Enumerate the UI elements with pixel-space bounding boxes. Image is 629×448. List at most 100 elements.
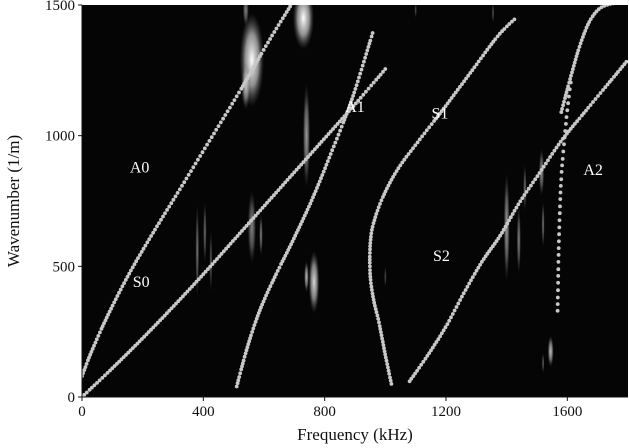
curve-point <box>385 362 390 366</box>
curve-point <box>373 303 377 308</box>
curve-point <box>285 178 290 182</box>
curve-point <box>173 194 178 199</box>
curve-point <box>134 259 139 264</box>
curve-point <box>602 5 607 8</box>
curve-point <box>445 322 450 326</box>
curve-point <box>381 343 386 347</box>
curve-point <box>562 142 566 147</box>
curve-point <box>103 373 107 378</box>
curve-point <box>387 372 392 376</box>
curve-point <box>443 325 448 330</box>
curve-point <box>591 100 595 104</box>
curve-point <box>573 121 577 126</box>
curve-point <box>370 228 374 232</box>
curve-point <box>192 282 197 286</box>
curve-point <box>342 117 347 122</box>
curve-point <box>380 339 385 344</box>
curve-point <box>579 38 584 42</box>
curve-point <box>372 218 377 223</box>
curve-point <box>94 337 99 342</box>
curve-point <box>565 108 570 113</box>
curve-point <box>296 228 300 232</box>
curve-point <box>288 5 292 9</box>
curve-point <box>554 145 559 150</box>
y-tick-label: 0 <box>68 390 76 406</box>
curve-point <box>149 327 153 332</box>
curve-point <box>440 331 444 336</box>
curve-point <box>240 364 244 369</box>
curve-point <box>287 245 292 250</box>
curve-point <box>276 23 281 27</box>
curve-point <box>430 345 435 350</box>
curve-point <box>246 221 251 226</box>
curve-point <box>272 275 277 280</box>
curve-point <box>107 309 112 314</box>
curve-point <box>556 142 561 147</box>
curve-point <box>557 225 562 230</box>
curve-point <box>169 201 174 206</box>
curve-point <box>588 17 593 21</box>
curve-point <box>316 182 321 187</box>
curve-point <box>556 260 561 264</box>
curve-point <box>374 212 379 216</box>
curve-point <box>255 314 260 318</box>
curve-point <box>503 224 508 229</box>
heatmap-blob-18 <box>491 5 495 24</box>
curve-point <box>104 315 109 320</box>
curve-point <box>251 326 256 331</box>
curve-point <box>291 5 294 6</box>
curve-point <box>240 229 244 233</box>
curve-point <box>264 293 268 298</box>
curve-point <box>84 390 89 395</box>
curve-point <box>106 312 110 317</box>
curve-point <box>336 132 341 137</box>
curve-point <box>512 208 517 213</box>
curve-point <box>455 87 460 92</box>
curve-point <box>495 34 500 39</box>
curve-point <box>127 271 132 276</box>
curve-point <box>283 180 288 185</box>
curve-point <box>155 320 160 325</box>
curve-point <box>267 287 271 292</box>
curve-point <box>379 330 383 334</box>
curve-point <box>605 82 610 87</box>
curve-point <box>420 134 424 139</box>
curve-point <box>298 222 303 227</box>
curve-point <box>282 256 286 261</box>
curve-point <box>411 146 415 151</box>
curve-point <box>548 155 552 159</box>
curve-point <box>177 187 182 192</box>
series-a1 <box>234 31 375 389</box>
curve-point <box>317 142 322 147</box>
curve-point <box>129 268 133 273</box>
curve-point <box>354 83 359 88</box>
curve-point <box>165 208 170 212</box>
curve-point <box>413 371 417 376</box>
curve-point <box>612 5 615 6</box>
curve-point <box>383 67 388 71</box>
curve-point <box>333 140 338 145</box>
curve-point <box>497 31 502 36</box>
series-a0 <box>82 5 294 378</box>
curve-point <box>402 157 407 162</box>
curve-point <box>599 5 604 10</box>
curve-point <box>144 332 149 337</box>
curve-point <box>231 239 235 243</box>
curve-point <box>317 179 322 184</box>
curve-point <box>588 103 593 107</box>
curve-point <box>562 99 566 104</box>
curve-point <box>512 17 517 22</box>
curve-point <box>322 137 326 142</box>
curve-point <box>369 234 373 239</box>
curve-point <box>236 378 241 383</box>
curve-point <box>370 288 374 292</box>
curve-point <box>87 355 91 360</box>
curve-point <box>562 135 567 140</box>
curve-point <box>325 159 330 164</box>
curve-point <box>389 177 394 182</box>
curve-point <box>450 312 455 316</box>
curve-point <box>557 218 562 223</box>
curve-point <box>429 122 434 126</box>
axes: 0 400 800 1200 1600 0 500 1000 1500 <box>45 0 628 420</box>
curve-point <box>262 203 267 208</box>
